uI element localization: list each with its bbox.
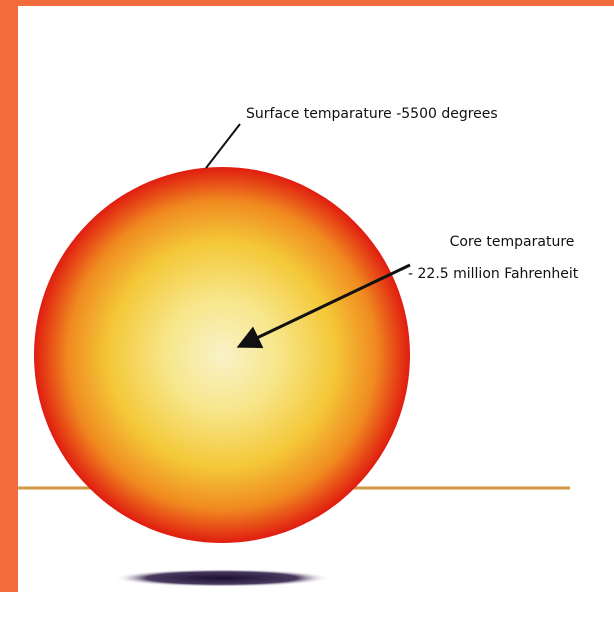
sun [34,167,410,543]
surface-label: Surface temparature -5500 degrees [246,106,498,122]
page: Surface temparature -5500 degrees Core t… [0,0,614,618]
core-label: Core temparature [450,234,575,250]
core-value: - 22.5 million Fahrenheit [408,266,579,282]
diagram: Surface temparature -5500 degrees Core t… [0,0,614,618]
shadow [114,569,330,587]
top-bar [0,0,614,6]
surface-pointer [206,124,240,168]
side-bar [0,0,18,592]
